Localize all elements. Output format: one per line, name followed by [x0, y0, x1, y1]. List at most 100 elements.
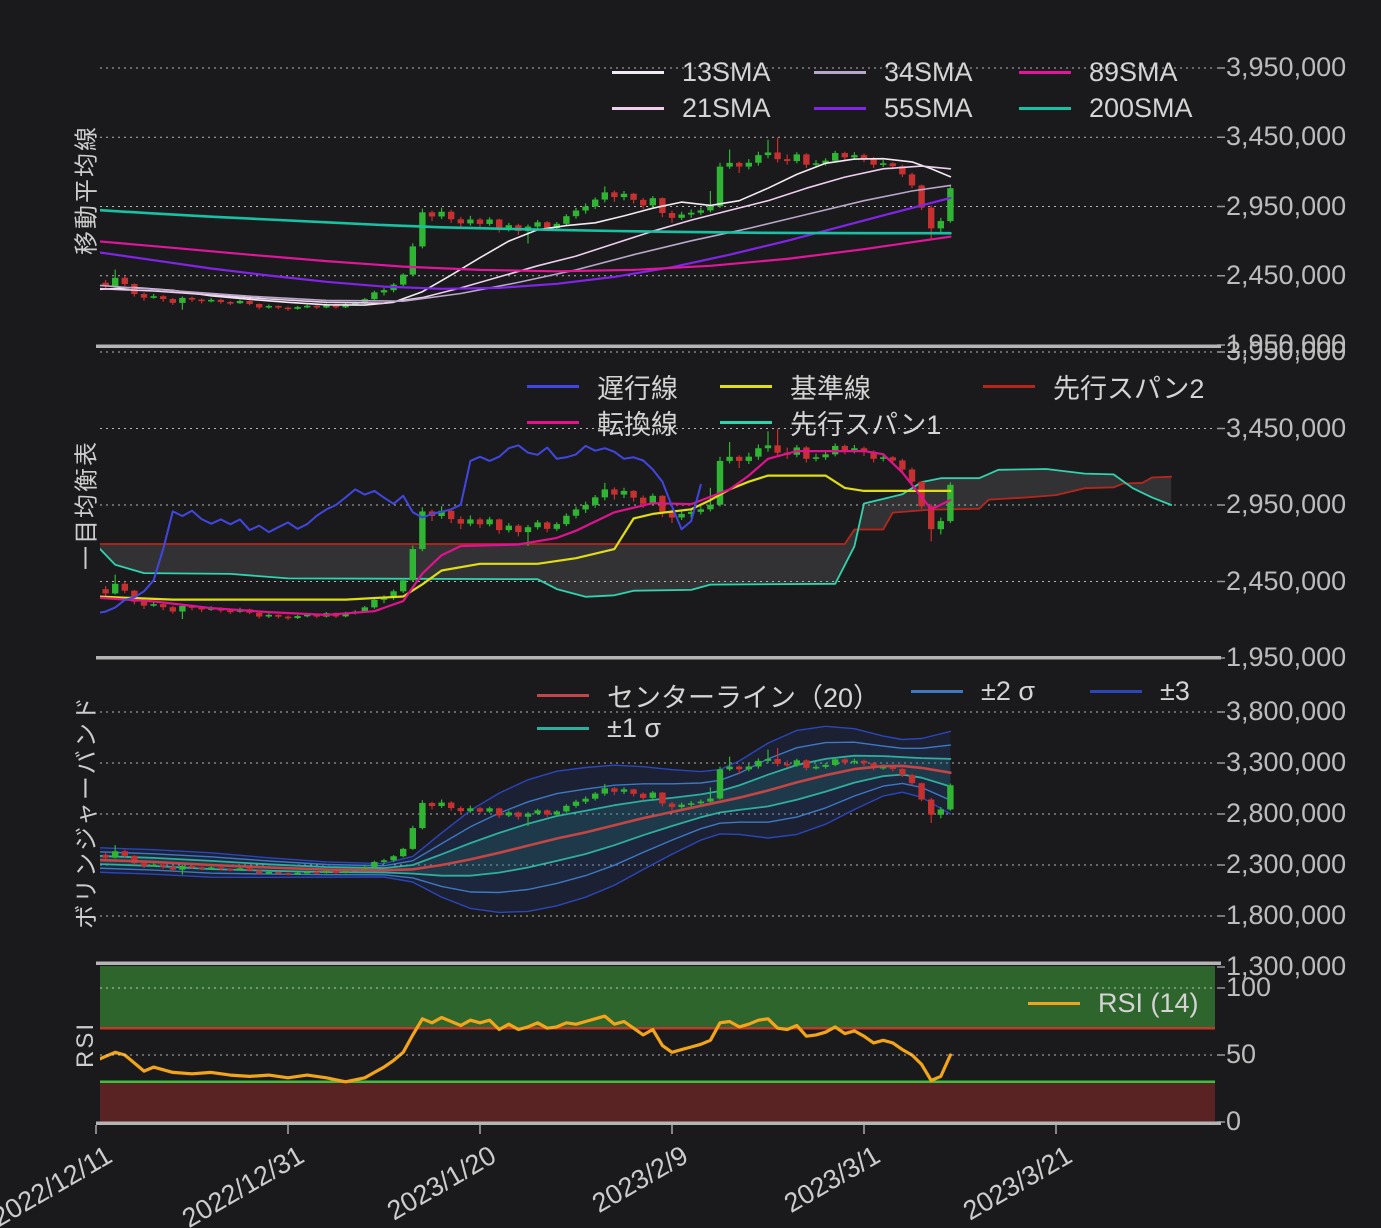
legend-item-34SMA: 34SMA — [814, 57, 973, 88]
candle-body — [803, 760, 810, 768]
candle-body — [275, 871, 282, 874]
candle-body — [505, 812, 512, 816]
candle-body — [812, 163, 820, 165]
candle-body — [457, 808, 464, 812]
candle-body — [294, 872, 301, 875]
y-axis-label: 3,450,000 — [1226, 412, 1347, 443]
candle-body — [755, 760, 762, 767]
candle-body — [572, 801, 580, 806]
candle-body — [640, 199, 647, 206]
series-+2σ — [100, 741, 952, 867]
candle-body — [534, 522, 541, 528]
candle-body — [371, 292, 378, 300]
candle-body — [448, 211, 455, 220]
candle-body — [659, 792, 666, 804]
candle-body — [563, 805, 570, 812]
candle-body — [428, 802, 436, 807]
rsi-oversold-zone — [100, 1081, 1215, 1122]
candle-body — [630, 789, 637, 794]
legend-label: RSI (14) — [1098, 988, 1199, 1018]
candle-body — [284, 307, 292, 310]
y-axis-label: 2,450,000 — [1226, 259, 1347, 290]
candle-body — [409, 246, 416, 275]
legend-swatch — [612, 71, 664, 74]
candle-body — [140, 863, 148, 866]
legend-label: ±1 σ — [607, 713, 661, 743]
candle-body — [822, 160, 829, 164]
candle-body — [726, 456, 733, 461]
candle-body — [544, 522, 551, 529]
candle-body — [860, 448, 868, 452]
candle-body — [889, 766, 896, 770]
candle-body — [918, 185, 925, 208]
candle-body — [332, 304, 340, 308]
legend-swatch — [1090, 690, 1142, 693]
legend-label: ±3 — [1160, 676, 1190, 706]
candle-body — [428, 212, 436, 217]
y-axis-label: 1,950,000 — [1226, 641, 1347, 672]
y-axis-label: 3,950,000 — [1226, 335, 1347, 366]
candle-body — [678, 804, 685, 808]
candle-body — [505, 225, 512, 230]
candle-body — [937, 521, 944, 530]
series-先行スパン2 — [100, 475, 1173, 545]
legend-item-±1σ: ±1 σ — [537, 713, 661, 744]
series-13SMA — [100, 157, 952, 306]
candle-body — [342, 613, 349, 617]
panel-separator — [96, 344, 1221, 348]
candle-body — [640, 793, 647, 798]
candle-body — [755, 448, 762, 457]
candle-body — [688, 212, 695, 215]
legend-item-±2σ: ±2 σ — [911, 676, 1035, 707]
candle-body — [236, 868, 244, 870]
legend-swatch — [537, 694, 589, 697]
candle-body — [380, 860, 388, 862]
candle-body — [697, 509, 704, 512]
candle-body — [467, 219, 474, 224]
candle-body — [227, 869, 234, 871]
candle-body — [697, 210, 704, 213]
candle-body — [304, 871, 311, 874]
candle-body — [678, 214, 685, 218]
candle-body — [265, 614, 272, 617]
candle-body — [649, 198, 656, 206]
candle-body — [323, 870, 330, 874]
candle-body — [505, 525, 512, 531]
legend-label: 55SMA — [884, 93, 973, 123]
candle-body — [611, 788, 618, 792]
candle-body — [899, 769, 906, 776]
series-34SMA — [100, 184, 952, 302]
series-55SMA — [100, 196, 952, 290]
candle-body — [284, 616, 292, 619]
candle-body — [937, 221, 944, 229]
candle-body — [93, 589, 99, 598]
candle-body — [668, 512, 676, 518]
candle-body — [419, 212, 426, 247]
candle-body — [726, 766, 733, 770]
candle-body — [592, 199, 599, 207]
candle-body — [217, 867, 224, 870]
candle-body — [256, 612, 263, 617]
candle-body — [803, 447, 810, 459]
candle-body — [793, 760, 800, 766]
candle-body — [256, 304, 263, 308]
candle-body — [707, 504, 714, 510]
candle-body — [265, 305, 272, 308]
candle-body — [582, 505, 589, 510]
candle-body — [947, 484, 954, 522]
candle-body — [227, 302, 234, 304]
candle-body — [553, 223, 560, 229]
candle-body — [496, 808, 503, 816]
candle-body — [534, 810, 541, 814]
candle-body — [140, 601, 148, 606]
candle-body — [630, 193, 637, 200]
series-200SMA — [100, 208, 952, 235]
candle-body — [745, 766, 752, 770]
candle-body — [179, 297, 186, 303]
candle-body — [371, 861, 378, 867]
candle-body — [908, 469, 916, 482]
candle-body — [870, 451, 877, 459]
candle-body — [563, 216, 570, 224]
candle-body — [928, 799, 935, 815]
